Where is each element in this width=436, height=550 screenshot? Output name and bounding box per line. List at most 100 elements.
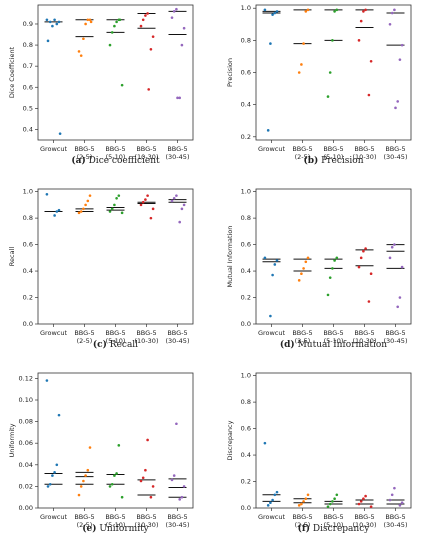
data-point bbox=[115, 20, 118, 24]
data-point bbox=[86, 468, 90, 472]
y-tick-label: 1.0 bbox=[23, 188, 33, 196]
data-point bbox=[146, 194, 149, 197]
data-point bbox=[139, 24, 143, 28]
data-point bbox=[108, 485, 112, 488]
data-point bbox=[331, 500, 334, 503]
y-tick-label: 0.2 bbox=[23, 294, 33, 302]
data-point bbox=[113, 203, 116, 207]
y-tick-label: 0.2 bbox=[241, 133, 251, 141]
data-point bbox=[271, 273, 274, 277]
x-tick-label: BBG-5 bbox=[105, 329, 125, 337]
data-point bbox=[178, 220, 181, 224]
data-point bbox=[306, 256, 310, 260]
x-tick-label: (2-5) bbox=[295, 153, 311, 161]
data-point bbox=[146, 438, 149, 442]
data-point bbox=[55, 463, 59, 467]
data-point bbox=[82, 37, 85, 41]
x-tick-label: (2-5) bbox=[295, 337, 311, 345]
y-tick-label: 0.4 bbox=[23, 125, 33, 133]
data-point bbox=[359, 500, 363, 503]
data-point bbox=[390, 245, 394, 249]
x-tick-label: BBG-5 bbox=[167, 145, 187, 153]
x-tick-label: BBG-5 bbox=[354, 513, 374, 521]
y-tick-label: 0.4 bbox=[23, 267, 33, 275]
data-point bbox=[144, 198, 147, 201]
y-tick-label: 0.0 bbox=[23, 320, 33, 328]
y-axis-label: Uniformity bbox=[8, 423, 16, 457]
caption-text: Dice coefficient bbox=[89, 156, 160, 166]
plot-area bbox=[255, 372, 412, 509]
data-point bbox=[300, 272, 303, 276]
data-point bbox=[82, 479, 85, 483]
x-tick-label: Growcut bbox=[40, 513, 68, 521]
caption-label: (b) bbox=[303, 155, 318, 166]
x-tick-label: BBG-5 bbox=[292, 329, 312, 337]
data-point bbox=[304, 10, 308, 13]
data-point bbox=[176, 96, 179, 100]
x-tick-label: (30-45) bbox=[384, 153, 408, 161]
x-tick-label: (10-30) bbox=[135, 153, 159, 161]
x-tick-label: (2-5) bbox=[295, 521, 311, 529]
data-point bbox=[393, 486, 396, 490]
x-tick-label: BBG-5 bbox=[167, 513, 187, 521]
data-point bbox=[388, 256, 392, 260]
data-point bbox=[88, 18, 92, 22]
x-tick-label: (30-45) bbox=[384, 521, 408, 529]
data-point bbox=[149, 495, 153, 499]
data-point bbox=[335, 8, 339, 12]
data-point bbox=[182, 26, 186, 30]
data-point bbox=[364, 8, 367, 12]
data-point bbox=[357, 39, 361, 42]
data-point bbox=[51, 474, 54, 477]
data-point bbox=[369, 59, 373, 63]
data-point bbox=[45, 18, 49, 22]
data-point bbox=[172, 474, 176, 477]
caption: (f) Discrepancy bbox=[298, 523, 371, 534]
x-tick-label: BBG-5 bbox=[323, 329, 343, 337]
data-point bbox=[333, 259, 336, 262]
data-point bbox=[55, 210, 59, 213]
x-tick-label: BBG-5 bbox=[136, 329, 156, 337]
data-point bbox=[398, 296, 402, 299]
data-point bbox=[113, 24, 116, 28]
caption: (d) Mutual Information bbox=[280, 339, 387, 350]
x-tick-label: (30-45) bbox=[166, 337, 190, 345]
caption-label: (f) bbox=[298, 523, 310, 534]
data-point bbox=[273, 11, 277, 15]
data-point bbox=[357, 502, 361, 506]
data-point bbox=[120, 495, 124, 499]
data-point bbox=[328, 276, 332, 279]
data-point bbox=[273, 493, 277, 497]
x-tick-label: Growcut bbox=[40, 145, 68, 153]
y-tick-label: 0.8 bbox=[241, 398, 251, 406]
data-point bbox=[146, 12, 149, 15]
y-tick-label: 1.0 bbox=[241, 372, 251, 380]
caption-label: (d) bbox=[280, 339, 295, 350]
data-point bbox=[144, 14, 147, 17]
data-point bbox=[393, 243, 396, 246]
plot-area bbox=[37, 4, 194, 141]
x-tick-label: BBG-5 bbox=[292, 145, 312, 153]
y-tick-label: 0.04 bbox=[19, 461, 33, 469]
x-tick-label: (5-10) bbox=[324, 337, 344, 345]
data-point bbox=[110, 482, 114, 486]
data-point bbox=[178, 96, 181, 100]
x-tick-label: (5-10) bbox=[106, 521, 126, 529]
data-point bbox=[118, 18, 122, 22]
data-point bbox=[359, 19, 363, 23]
data-point bbox=[390, 11, 394, 15]
data-point bbox=[57, 208, 61, 212]
data-point bbox=[364, 247, 367, 250]
data-point bbox=[328, 502, 332, 506]
y-tick-label: 0.02 bbox=[19, 482, 33, 490]
y-tick-label: 0.0 bbox=[241, 320, 251, 328]
data-point bbox=[120, 211, 124, 215]
x-tick-label: BBG-5 bbox=[105, 145, 125, 153]
caption: (b) Precision bbox=[303, 155, 363, 166]
data-point bbox=[302, 500, 305, 503]
data-point bbox=[46, 39, 50, 43]
data-point bbox=[182, 485, 186, 488]
data-point bbox=[271, 13, 274, 16]
data-point bbox=[369, 505, 373, 508]
data-point bbox=[180, 43, 184, 47]
